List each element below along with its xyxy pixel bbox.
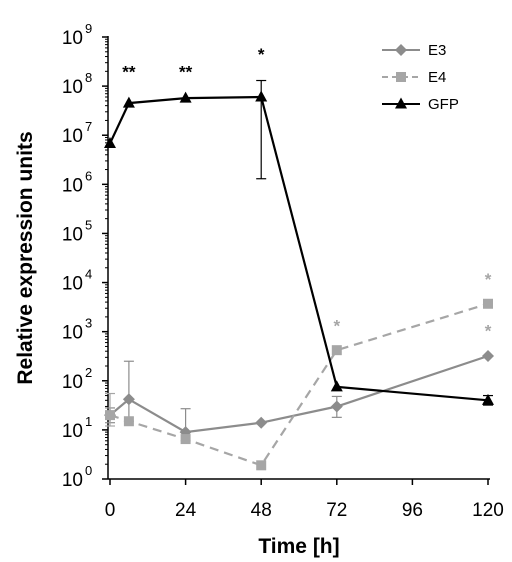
x-tick-label: 24 [175,500,197,521]
x-ticks: 0 24 48 72 96 120 [105,479,504,521]
legend-entry-gfp: GFP [382,96,459,113]
y-tick-label: 10 [62,470,83,491]
e3-point [122,393,135,406]
x-tick-label: 0 [105,500,116,521]
annotations: ** ****** [122,45,491,340]
x-tick-label: 72 [326,500,347,521]
x-tick-label: 96 [402,500,423,521]
y-tick-exponent: 5 [85,217,92,232]
x-tick-label: 120 [472,500,504,521]
axes [107,36,490,480]
y-tick-exponent: 2 [85,365,92,380]
y-tick-exponent: 9 [85,21,92,36]
significance-marker: ** [179,62,193,81]
x-axis-title: Time [h] [258,535,339,558]
gfp-point [330,380,343,392]
x-tick-label: 48 [251,500,272,521]
significance-marker: * [485,321,492,340]
e4-series-line [109,302,489,467]
legend-label: E3 [428,42,446,59]
y-tick-label: 10 [62,28,83,49]
gfp-point [122,96,135,108]
y-tick-exponent: 8 [85,70,92,85]
e4-point [180,434,191,445]
e3-point [330,400,343,413]
y-tick-exponent: 3 [85,316,92,331]
y-tick-label: 10 [62,372,83,393]
legend: E3 E4 GFP [382,42,459,113]
legend-e4-point [396,72,406,82]
y-tick-exponent: 0 [85,463,92,478]
e3-point [255,416,268,429]
significance-marker: * [333,317,340,336]
e4-point [483,298,493,309]
y-tick-label: 10 [62,421,83,442]
e4-point [105,410,115,421]
y-tick-exponent: 4 [85,267,92,282]
y-axis-title: Relative expression units [14,131,37,384]
e4-point [256,460,267,471]
gfp-point [255,90,268,102]
legend-label: E4 [428,69,446,86]
series-e4 [105,298,493,471]
legend-entry-e3: E3 [382,42,446,59]
y-tick-label: 10 [62,175,83,196]
legend-entry-e4: E4 [382,69,446,86]
y-tick-label: 10 [62,274,83,295]
y-tick-exponent: 6 [85,168,92,183]
series-gfp [104,79,494,406]
y-tick-exponent: 1 [85,414,92,429]
gfp-point [104,136,116,148]
legend-e3-point [395,44,407,56]
gfp-point [482,393,494,405]
y-tick-label: 10 [62,77,83,98]
e3-series-line [109,354,489,434]
significance-marker: ** [122,62,136,81]
legend-label: GFP [428,96,459,113]
e3-point [482,349,494,362]
e4-point [123,416,134,427]
y-tick-exponent: 7 [85,119,92,134]
significance-marker: * [485,270,492,289]
legend-gfp-point [395,97,407,109]
significance-marker: * [258,45,265,64]
e4-point [331,345,342,356]
series-group [104,79,494,471]
gfp-point [179,91,192,103]
y-tick-label: 10 [62,323,83,344]
y-tick-label: 10 [62,224,83,245]
y-tick-label: 10 [62,126,83,147]
gfp-series-line [109,95,489,402]
